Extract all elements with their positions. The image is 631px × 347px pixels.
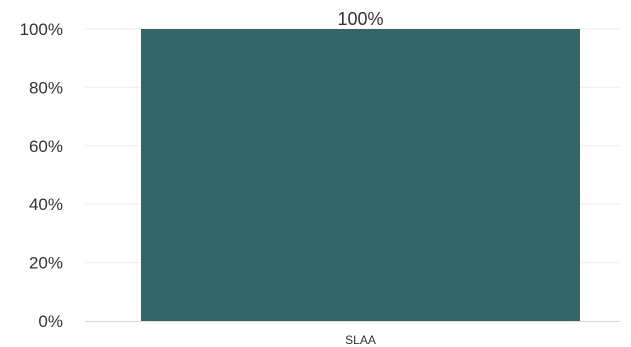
y-tick-label: 60% [29,137,63,156]
y-tick-label: 0% [38,312,63,331]
x-tick-label: SLAA [345,333,376,347]
y-tick-label: 20% [29,254,63,273]
y-tick-label: 40% [29,195,63,214]
bar-slaa [141,29,580,321]
x-axis: SLAA [85,321,620,347]
bars [141,29,580,321]
y-axis: 0% 20% 40% 60% 80% 100% [20,20,63,331]
data-label: 100% [337,9,383,29]
data-labels: 100% [337,9,383,29]
y-tick-label: 100% [20,20,63,39]
y-tick-label: 80% [29,78,63,97]
